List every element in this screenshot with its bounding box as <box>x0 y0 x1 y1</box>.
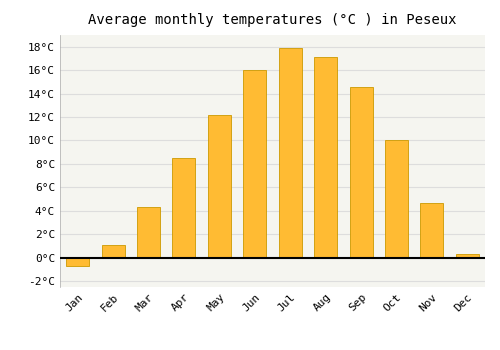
Bar <box>420 203 444 258</box>
Bar <box>137 207 160 258</box>
Bar <box>244 70 266 258</box>
Bar <box>350 86 372 258</box>
Bar <box>456 254 479 258</box>
Bar <box>385 140 408 258</box>
Bar <box>66 258 89 266</box>
Bar <box>172 158 196 258</box>
Bar <box>102 245 124 258</box>
Bar <box>208 115 231 258</box>
Bar <box>278 48 301 258</box>
Title: Average monthly temperatures (°C ) in Peseux: Average monthly temperatures (°C ) in Pe… <box>88 13 457 27</box>
Bar <box>314 57 337 258</box>
